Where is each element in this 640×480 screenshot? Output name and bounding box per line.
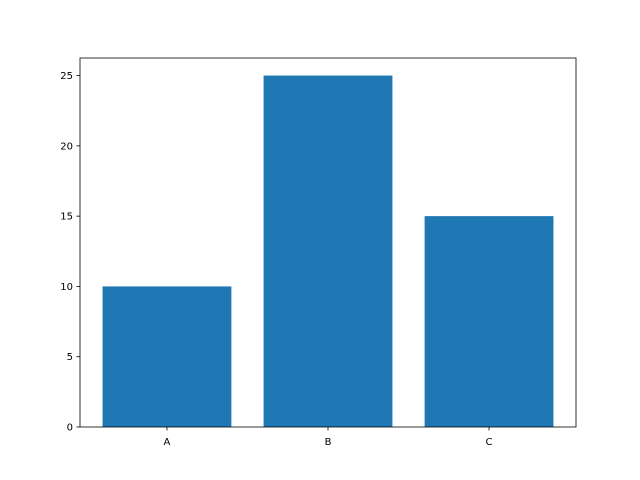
y-tick-label: 15 (60, 212, 73, 223)
y-tick-label: 25 (60, 71, 73, 82)
x-axis: A B C (164, 427, 493, 448)
x-tick-label: C (486, 437, 493, 448)
bar-C (424, 216, 554, 427)
y-axis: 0 5 10 15 20 25 (60, 71, 80, 434)
bar-A (102, 286, 232, 427)
y-tick-label: 20 (60, 141, 73, 152)
bars (102, 75, 554, 428)
bar-B (263, 75, 393, 428)
x-tick-label: B (325, 437, 332, 448)
y-tick-label: 10 (60, 282, 73, 293)
x-tick-label: A (164, 437, 171, 448)
y-tick-label: 5 (67, 352, 73, 363)
y-tick-label: 0 (67, 423, 73, 434)
axes-frame (79, 57, 577, 428)
